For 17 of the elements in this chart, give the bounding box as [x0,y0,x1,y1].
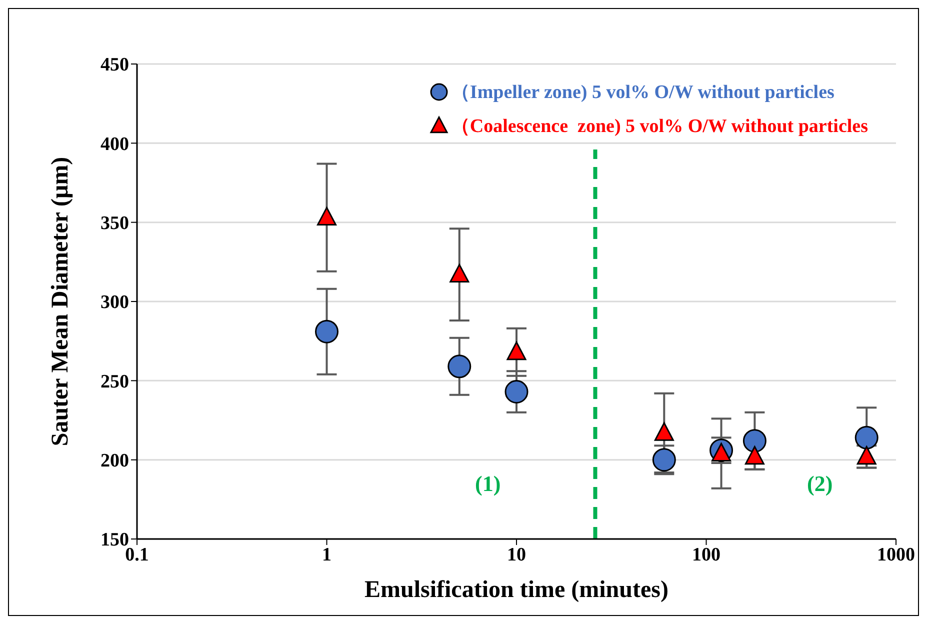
y-tick-label: 300 [100,292,129,314]
y-tick-label: 250 [100,371,129,392]
y-tick-label: 200 [100,450,129,472]
y-tick-label: 450 [100,54,129,76]
legend-label: （Coalescence zone) 5 vol% O/W without particles [450,115,868,139]
x-tick-label: 100 [692,544,720,566]
x-tick-label: 10 [507,544,526,566]
legend-label: （Impeller zone) 5 vol% O/W without particles [450,81,834,105]
annotation: (1) [475,471,501,497]
annotation: (2) [807,471,833,497]
y-tick-label: 350 [100,213,129,234]
y-axis-title: Sauter Mean Diameter (μm) [48,156,74,446]
x-tick-label: 1000 [877,544,915,566]
x-tick-label: 0.1 [125,544,149,566]
x-tick-label: 1 [322,544,332,566]
y-tick-label: 400 [100,134,129,155]
x-axis-title: Emulsification time (minutes) [364,577,668,603]
